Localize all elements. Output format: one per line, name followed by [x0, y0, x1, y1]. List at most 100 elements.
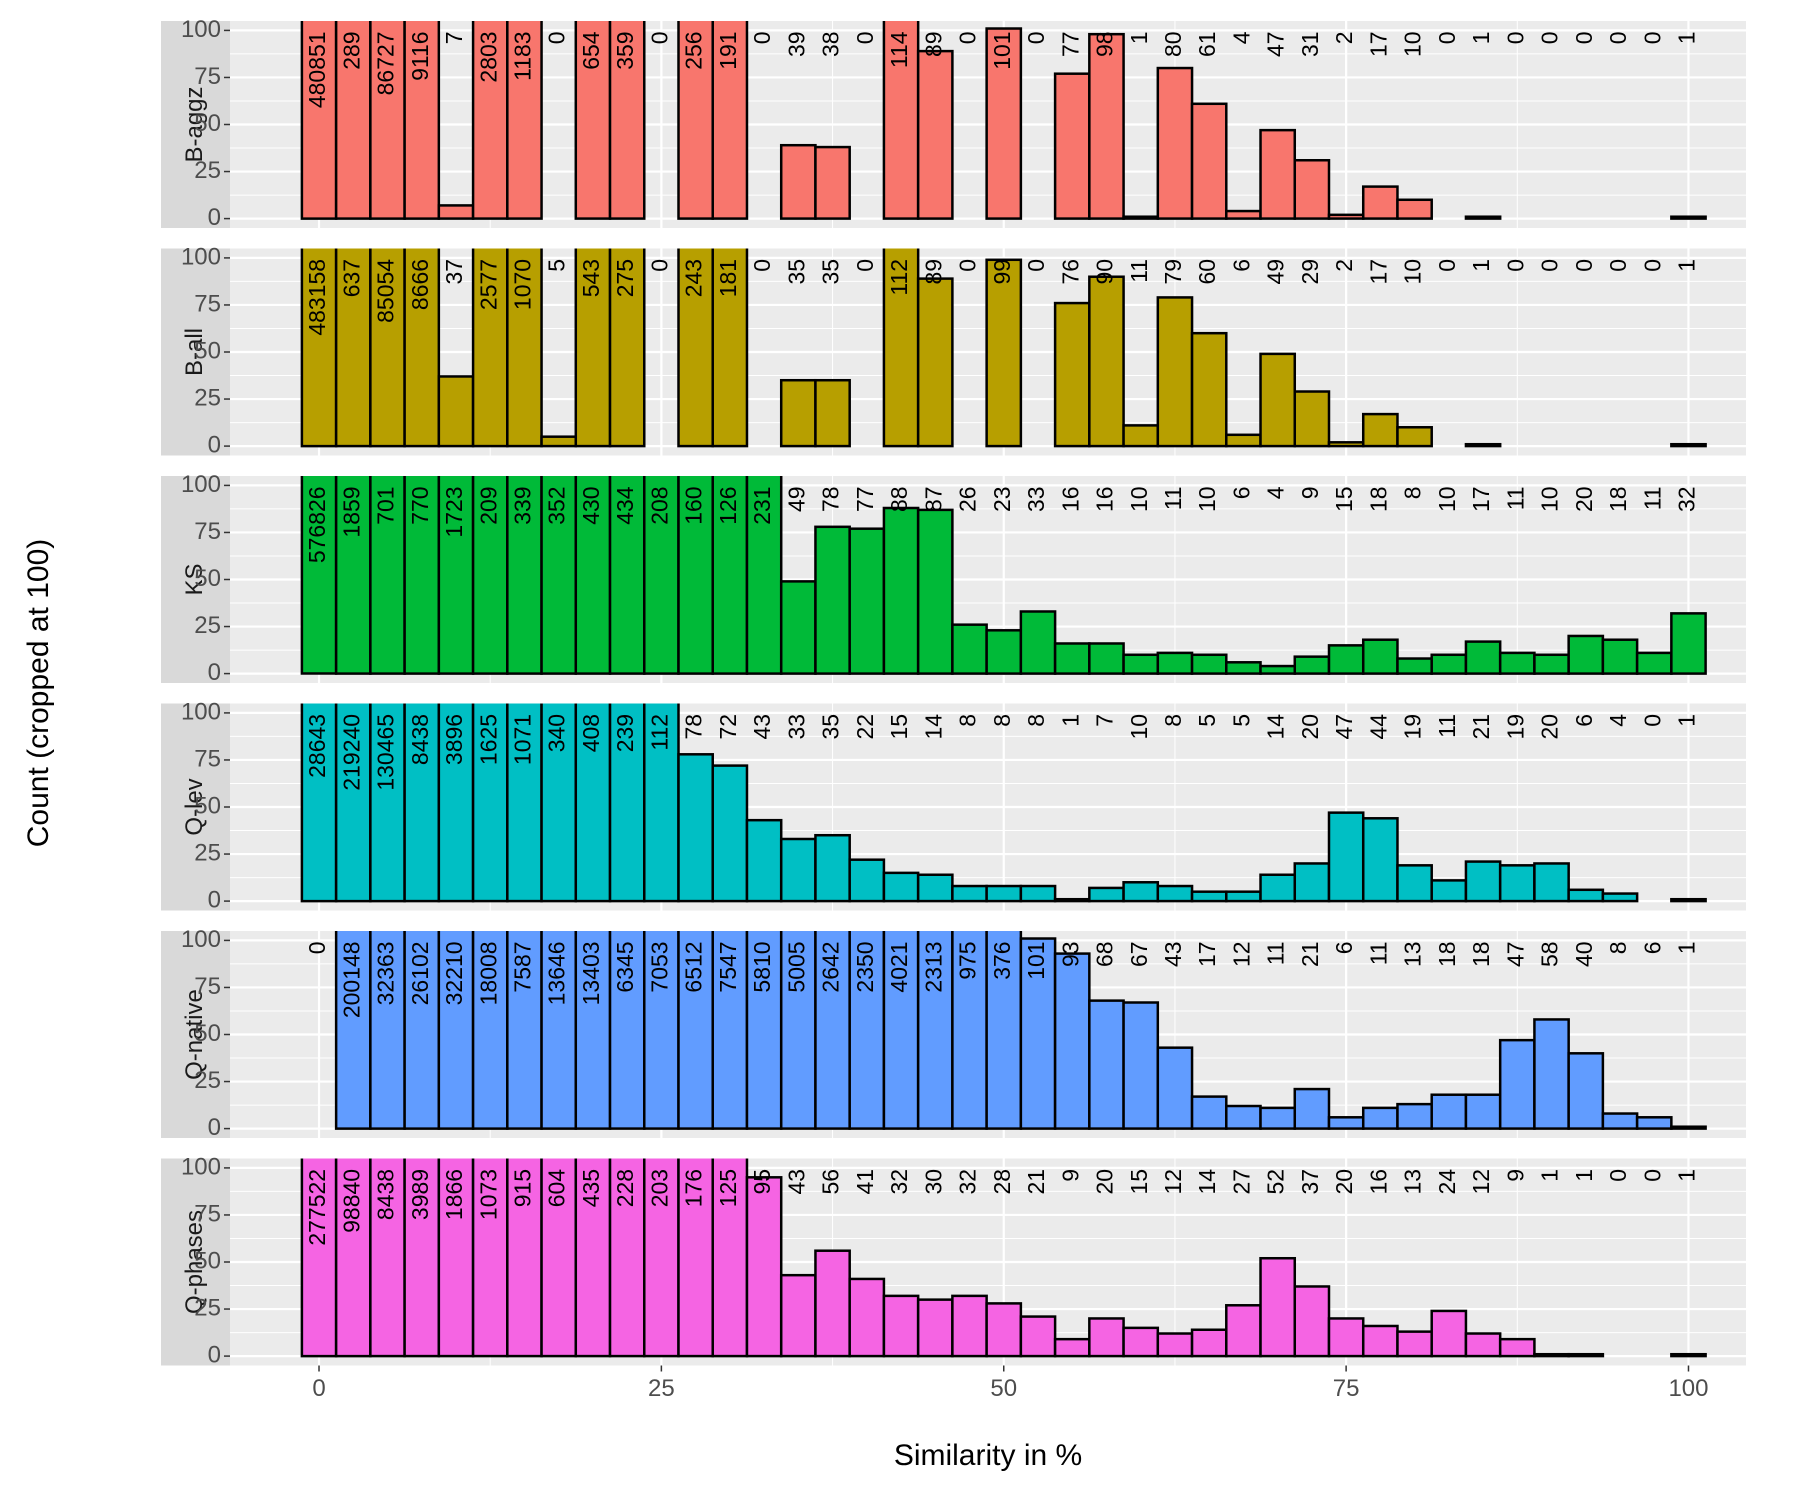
value-label: 0: [955, 259, 981, 272]
value-label: 37: [441, 259, 467, 285]
value-label: 24: [1434, 1169, 1460, 1195]
bar: [1053, 1337, 1091, 1358]
value-label: 114: [886, 31, 912, 68]
bar: [779, 837, 817, 903]
bar: [1464, 1093, 1502, 1130]
bar: [403, 703, 441, 903]
bar: [1430, 1309, 1468, 1358]
bar: [1190, 1095, 1228, 1130]
bar: [745, 1176, 783, 1358]
y-tick-label: 25: [194, 612, 221, 639]
value-label: 0: [544, 31, 570, 44]
value-label: 0: [1023, 259, 1049, 272]
value-label: 18: [1605, 486, 1631, 512]
bar: [1293, 159, 1331, 220]
bar: [1190, 1328, 1228, 1358]
bar: [1088, 1317, 1125, 1358]
bar: [1293, 1087, 1331, 1130]
value-label: 1071: [510, 714, 536, 765]
value-label: 98840: [338, 1169, 364, 1233]
value-label: 0: [1537, 31, 1563, 44]
bar: [1122, 1001, 1160, 1130]
bar: [916, 1298, 954, 1358]
bar: [1122, 1326, 1160, 1358]
bar: [779, 580, 817, 675]
bar: [1225, 209, 1262, 220]
value-label: 0: [646, 259, 672, 272]
value-label: 0: [852, 31, 878, 44]
value-label: 20: [1297, 714, 1323, 740]
value-label: 1866: [441, 1169, 467, 1220]
value-label: 10: [1194, 486, 1220, 512]
value-label: 52: [1263, 1169, 1289, 1195]
bar: [882, 871, 920, 903]
value-label: 6: [1639, 941, 1665, 954]
value-label: 58: [1537, 941, 1563, 967]
value-label: 604: [544, 1169, 570, 1208]
y-tick-label: 0: [208, 204, 221, 231]
bar: [369, 1158, 406, 1358]
value-label: 1: [1674, 1169, 1700, 1182]
value-label: 5: [1194, 714, 1220, 727]
value-label: 17: [1365, 31, 1391, 57]
bar: [916, 873, 954, 903]
bar: [1327, 441, 1365, 448]
y-tick-label: 100: [181, 16, 221, 43]
value-label: 0: [1502, 259, 1528, 272]
bars: [300, 476, 1707, 675]
bar: [506, 703, 543, 903]
value-label: 209: [475, 486, 501, 524]
value-label: 17: [1194, 941, 1220, 967]
value-label: 78: [818, 486, 844, 512]
bar: [403, 21, 441, 220]
y-tick-label: 100: [181, 926, 221, 953]
value-label: 0: [1605, 1169, 1631, 1182]
value-label: 277522: [304, 1169, 330, 1246]
value-label: 430: [578, 486, 604, 524]
bar: [1088, 999, 1125, 1130]
value-label: 13403: [578, 941, 604, 1005]
value-label: 8: [1400, 486, 1426, 499]
value-label: 30: [920, 1169, 946, 1195]
value-label: 1: [1674, 259, 1700, 272]
bar: [1190, 331, 1228, 448]
value-label: 0: [1605, 259, 1631, 272]
bar: [1156, 66, 1194, 220]
facet-strip: [161, 248, 230, 456]
value-label: 9: [1057, 1169, 1083, 1182]
bar: [1225, 1104, 1262, 1130]
value-label: 11: [1160, 486, 1186, 510]
bar: [1601, 638, 1639, 675]
value-label: 1: [1537, 1169, 1563, 1182]
value-label: 10: [1126, 714, 1152, 740]
value-label: 77: [1057, 31, 1083, 57]
bar: [1156, 1046, 1194, 1130]
x-tick-label: 50: [990, 1375, 1017, 1402]
bar: [814, 525, 851, 675]
bar: [300, 1158, 338, 1358]
bar: [437, 375, 475, 448]
bar: [1327, 1317, 1365, 1358]
bar: [1088, 32, 1125, 220]
value-label: 11: [1365, 941, 1391, 965]
bar: [1567, 1352, 1605, 1358]
value-label: 47: [1263, 31, 1289, 57]
bar: [506, 21, 543, 220]
bar: [985, 258, 1023, 448]
bar: [1361, 1106, 1399, 1130]
bar: [1225, 661, 1262, 675]
value-label: 8: [1023, 714, 1049, 727]
value-label: 33: [1023, 486, 1049, 512]
bar: [334, 248, 372, 448]
value-label: 16: [1092, 486, 1118, 512]
value-label: 125: [715, 1169, 741, 1207]
bar: [711, 21, 749, 220]
y-tick-label: 50: [194, 792, 221, 819]
bar: [1533, 653, 1570, 675]
bar: [882, 21, 920, 220]
value-label: 35: [818, 714, 844, 740]
bar: [1361, 185, 1399, 220]
facet-strip: [161, 703, 230, 911]
value-label: 98: [1092, 31, 1118, 57]
value-label: 17: [1468, 486, 1494, 512]
